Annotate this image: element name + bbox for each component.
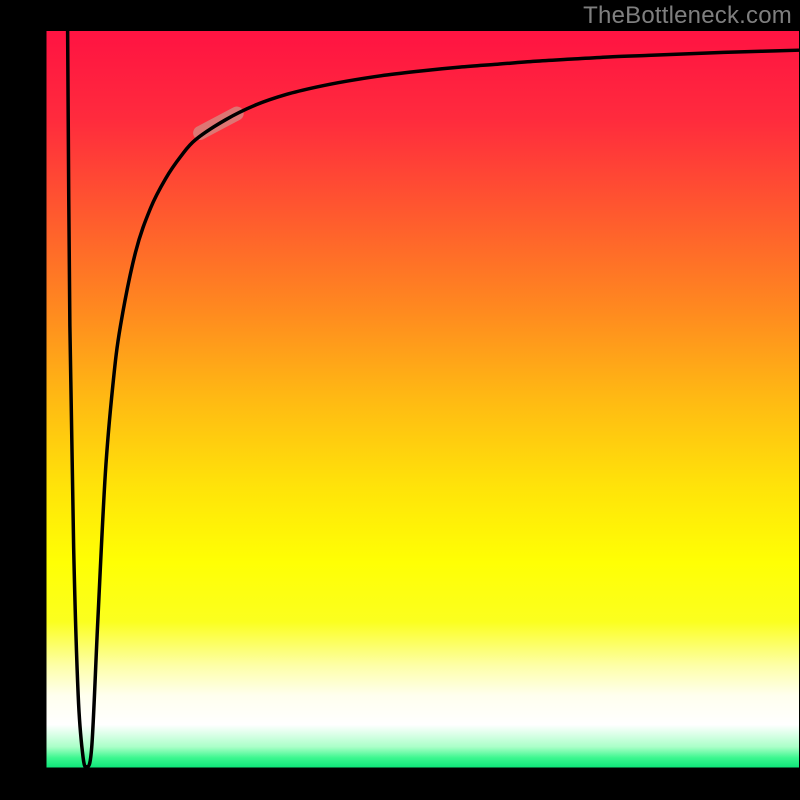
plot-background (45, 31, 799, 769)
bottleneck-chart: TheBottleneck.com (0, 0, 800, 800)
chart-svg (0, 0, 800, 800)
